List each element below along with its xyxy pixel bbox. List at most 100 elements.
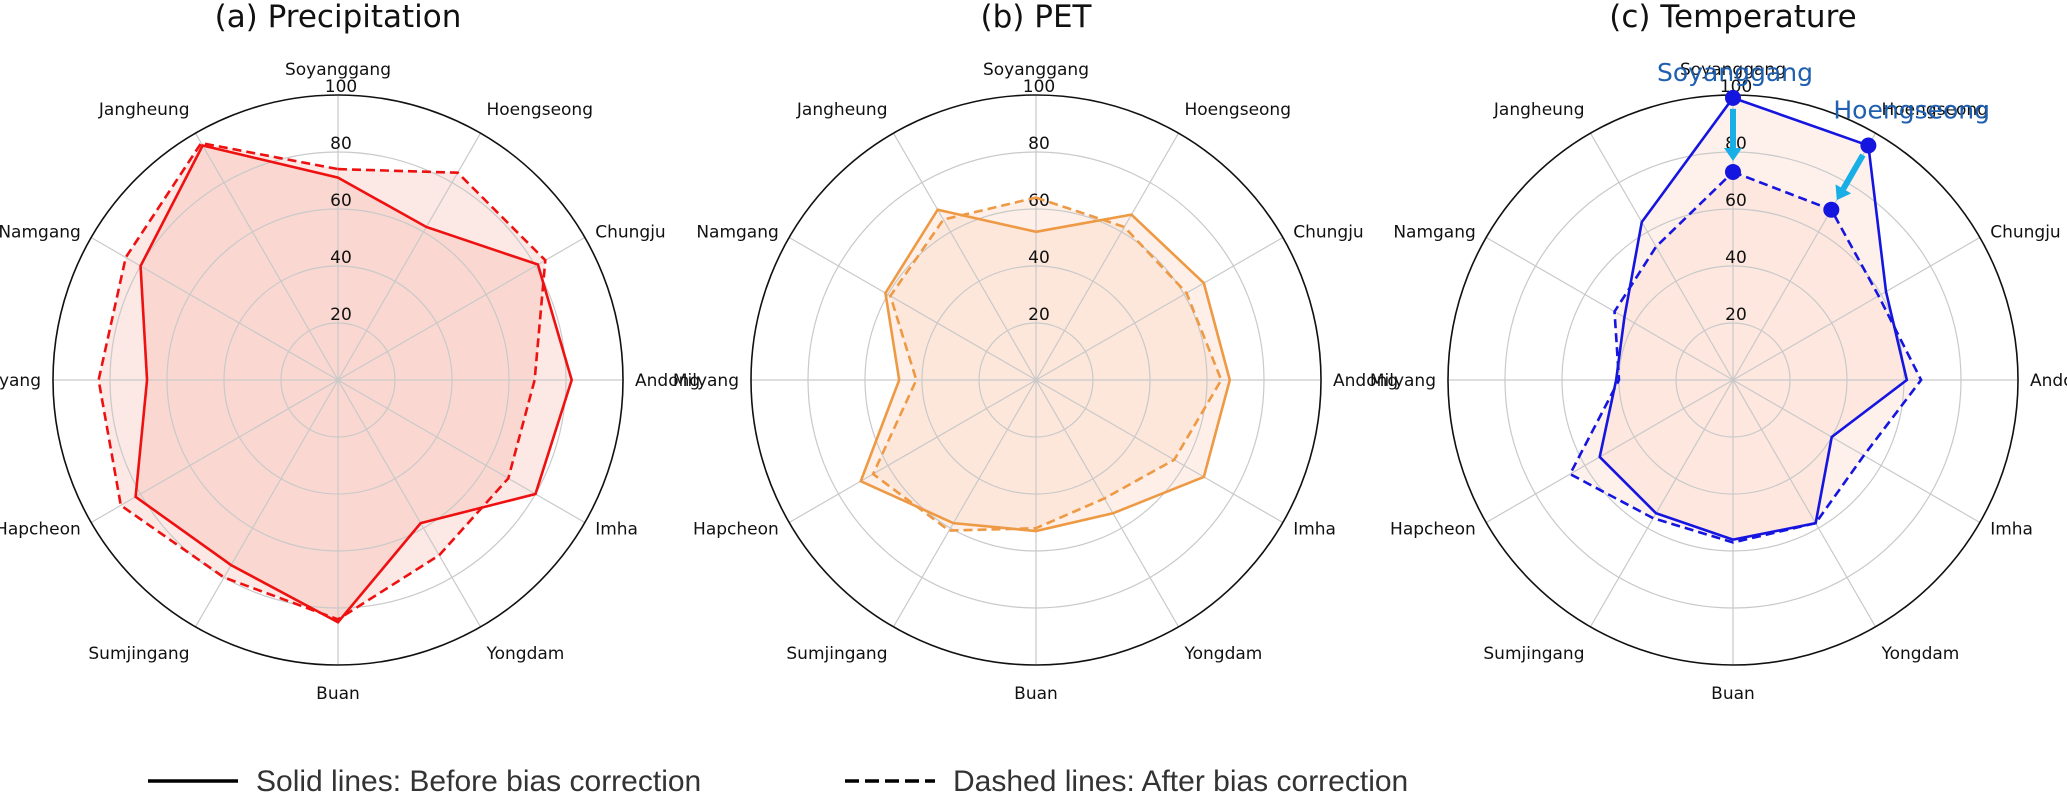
station-label-andong: Andong <box>1333 371 1398 391</box>
spoke-sumjingang <box>1589 379 1734 628</box>
station-label-hapcheon: Hapcheon <box>0 520 81 540</box>
spoke-namgang <box>1485 236 1734 381</box>
station-label-chungju: Chungju <box>1293 223 1363 243</box>
series-line-after-bias-correction <box>1568 170 1923 544</box>
spoke-jangheung <box>1589 132 1734 381</box>
spoke-chungju <box>337 236 586 381</box>
spoke-jangheung <box>194 132 339 381</box>
spoke-imha <box>1732 379 1981 524</box>
annotation-marker-after-hoengseong <box>1823 201 1840 218</box>
spoke-hoengseong <box>337 132 482 381</box>
station-label-yongdam: Yongdam <box>1881 644 1960 664</box>
panel-title: (b) PET <box>981 0 1093 35</box>
panel-title: (a) Precipitation <box>215 0 462 35</box>
station-label-imha: Imha <box>1990 520 2033 540</box>
radar-panels: 20406080100SoyanggangHoengseongChungjuAn… <box>0 0 2067 704</box>
tick-label-60: 60 <box>330 191 352 211</box>
spoke-hapcheon <box>788 379 1037 524</box>
station-label-milyang: Milyang <box>1370 371 1436 391</box>
tick-label-100: 100 <box>1023 77 1055 97</box>
spoke-yongdam <box>337 379 482 628</box>
station-label-hapcheon: Hapcheon <box>693 520 779 540</box>
annotation-marker-before-hoengseong <box>1860 137 1877 154</box>
outer-ring <box>52 94 624 666</box>
series-line-before-bias-correction <box>859 208 1232 533</box>
station-label-soyanggang: Soyanggang <box>285 60 391 80</box>
spoke-yongdam <box>1035 379 1180 628</box>
annotation-arrow-shaft-hoengseong <box>1840 153 1866 191</box>
spoke-chungju <box>1035 236 1284 381</box>
annotation-marker-after-soyanggang <box>1725 163 1741 180</box>
series-fill-2 <box>98 143 546 620</box>
panel-title: (c) Temperature <box>1609 0 1856 35</box>
station-label-imha: Imha <box>1293 520 1336 540</box>
station-label-sumjingang: Sumjingang <box>1483 644 1584 664</box>
station-label-jangheung: Jangheung <box>796 100 888 120</box>
tick-label-20: 20 <box>330 305 352 325</box>
spoke-namgang <box>788 236 1037 381</box>
station-label-sumjingang: Sumjingang <box>88 644 189 664</box>
tick-label-20: 20 <box>1725 305 1747 325</box>
spoke-yongdam <box>1732 379 1877 628</box>
station-label-andong: Andong <box>2030 371 2067 391</box>
tick-label-40: 40 <box>1725 248 1747 268</box>
series-fill-2 <box>873 197 1222 531</box>
spoke-imha <box>337 379 586 524</box>
series-fill-1 <box>860 209 1230 532</box>
station-label-soyanggang: Soyanggang <box>983 60 1089 80</box>
series-line-before-bias-correction <box>1598 96 1909 541</box>
tick-label-80: 80 <box>330 134 352 154</box>
station-label-sumjingang: Sumjingang <box>786 644 887 664</box>
tick-label-40: 40 <box>1028 248 1050 268</box>
legend-dashed-label: Dashed lines: After bias correction <box>953 765 1408 793</box>
station-label-imha: Imha <box>595 520 638 540</box>
series-fill-1 <box>135 145 572 623</box>
station-label-buan: Buan <box>1711 684 1755 704</box>
spoke-jangheung <box>892 132 1037 381</box>
annotation-label-hoengseong: Hoengseong <box>1833 96 1990 125</box>
station-label-jangheung: Jangheung <box>98 100 190 120</box>
annotation-arrow-head-soyanggang <box>1724 147 1742 161</box>
station-label-buan: Buan <box>1014 684 1058 704</box>
radar-panel-c-temperature: 20406080100SoyanggangHoengseongChungjuAn… <box>1370 0 2067 704</box>
station-label-milyang: Milyang <box>673 371 739 391</box>
station-label-yongdam: Yongdam <box>486 644 565 664</box>
station-label-hapcheon: Hapcheon <box>1390 520 1476 540</box>
tick-label-20: 20 <box>1028 305 1050 325</box>
series-line-after-bias-correction <box>97 141 547 621</box>
spoke-hapcheon <box>90 379 339 524</box>
tick-label-40: 40 <box>330 248 352 268</box>
tick-label-100: 100 <box>325 77 357 97</box>
spoke-imha <box>1035 379 1284 524</box>
station-label-andong: Andong <box>635 371 700 391</box>
spoke-chungju <box>1732 236 1981 381</box>
legend-solid-label: Solid lines: Before bias correction <box>256 765 701 793</box>
annotation-marker-before-soyanggang <box>1725 89 1741 106</box>
tick-label-60: 60 <box>1028 191 1050 211</box>
outer-ring <box>750 94 1322 666</box>
station-label-jangheung: Jangheung <box>1493 100 1585 120</box>
tick-label-80: 80 <box>1028 134 1050 154</box>
annotation-arrow-head-hoengseong <box>1835 184 1852 201</box>
station-label-namgang: Namgang <box>696 223 778 243</box>
tick-label-60: 60 <box>1725 191 1747 211</box>
spoke-sumjingang <box>892 379 1037 628</box>
station-label-hoengseong: Hoengseong <box>1882 100 1989 120</box>
spoke-hoengseong <box>1035 132 1180 381</box>
series-line-before-bias-correction <box>134 144 574 624</box>
legend: Solid lines: Before bias correction Dash… <box>148 765 1408 793</box>
station-label-hoengseong: Hoengseong <box>1185 100 1292 120</box>
series-line-after-bias-correction <box>871 196 1223 532</box>
spoke-hapcheon <box>1485 379 1734 524</box>
annotation-label-soyanggang: Soyanggang <box>1657 58 1813 87</box>
station-label-chungju: Chungju <box>1990 223 2060 243</box>
station-label-namgang: Namgang <box>0 223 81 243</box>
station-label-soyanggang: Soyanggang <box>1680 60 1786 80</box>
station-label-chungju: Chungju <box>595 223 665 243</box>
spoke-sumjingang <box>194 379 339 628</box>
station-label-hoengseong: Hoengseong <box>487 100 594 120</box>
station-label-yongdam: Yongdam <box>1184 644 1263 664</box>
